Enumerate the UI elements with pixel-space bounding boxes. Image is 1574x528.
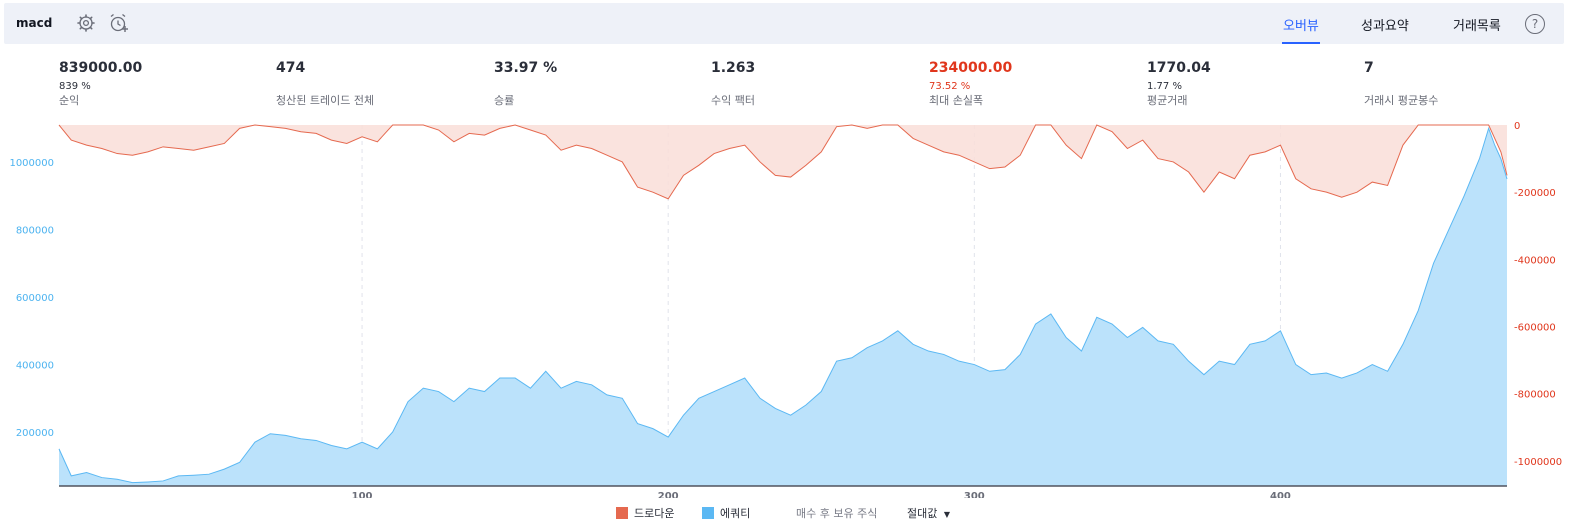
tab-overview[interactable]: 오버뷰	[1282, 15, 1320, 44]
legend-drawdown[interactable]: 드로다운	[616, 506, 674, 522]
x-tick-label: 200	[658, 491, 679, 498]
stat-value: 33.97 %	[494, 60, 558, 76]
tab-performance-summary[interactable]: 성과요약	[1361, 19, 1409, 34]
add-alert-clock-icon[interactable]	[108, 12, 130, 34]
right-axis-label: 0	[1514, 121, 1520, 132]
legend-equity-label: 에쿼티	[720, 507, 751, 520]
help-icon[interactable]: ?	[1525, 14, 1545, 34]
stat-win-rate: 33.97 % 승률	[494, 58, 694, 108]
right-axis-label: -400000	[1514, 255, 1556, 266]
left-axis-label: 200000	[16, 428, 54, 439]
stat-value: 474	[276, 60, 306, 76]
stat-sub	[1364, 80, 1564, 93]
x-tick-label: 300	[964, 491, 985, 498]
stat-net-profit: 839000.00 839 % 순익	[59, 58, 259, 108]
stat-label: 수익 팩터	[711, 94, 755, 107]
equity-swatch	[702, 507, 714, 519]
left-axis-label: 1000000	[9, 158, 54, 169]
absolute-value-dropdown[interactable]: 절대값 ▼	[907, 506, 950, 522]
drawdown-line	[58, 124, 1508, 200]
stat-label: 거래시 평균봉수	[1364, 94, 1439, 107]
stat-sub: 73.52 %	[929, 81, 971, 92]
legend-buy-hold-label: 매수 후 보유 주식	[796, 507, 878, 520]
stat-value: 1770.04	[1147, 60, 1211, 76]
stat-sub	[711, 80, 911, 93]
drawdown-swatch	[616, 507, 628, 519]
stat-label: 평균거래	[1147, 94, 1188, 107]
right-axis-label: -1000000	[1514, 457, 1562, 468]
strategy-name: macd	[16, 16, 53, 30]
stat-avg-trade: 1770.04 1.77 % 평균거래	[1147, 58, 1347, 108]
drawdown-area	[59, 125, 1507, 199]
right-axis-label: -200000	[1514, 188, 1556, 199]
stat-value: 234000.00	[929, 60, 1013, 76]
stat-label: 최대 손실폭	[929, 94, 984, 107]
equity-drawdown-chart[interactable]: 100 200 300 400 200000 400000 600000 800000 1000…	[0, 118, 1574, 498]
equity-line	[58, 126, 1508, 484]
stat-value: 7	[1364, 60, 1374, 76]
chevron-down-icon: ▼	[943, 510, 951, 519]
stat-value: 839000.00	[59, 60, 143, 76]
stat-total-closed-trades: 474 청산된 트레이드 전체	[276, 58, 476, 108]
stat-sub	[494, 80, 694, 93]
tab-trade-list[interactable]: 거래목록	[1453, 19, 1501, 34]
stat-sub	[276, 80, 476, 93]
x-tick-label: 100	[352, 491, 373, 498]
left-axis-label: 600000	[16, 293, 54, 304]
left-axis-label: 800000	[16, 226, 54, 237]
x-tick-label: 400	[1270, 491, 1291, 498]
stat-label: 승률	[494, 94, 515, 107]
tab-overview-label: 오버뷰	[1283, 19, 1319, 34]
stat-profit-factor: 1.263 수익 팩터	[711, 58, 911, 108]
absolute-value-label: 절대값	[907, 507, 938, 520]
active-tab-indicator	[1282, 42, 1320, 44]
equity-area	[59, 128, 1507, 486]
right-axis-label: -600000	[1514, 322, 1556, 333]
stat-sub: 839 %	[59, 81, 91, 92]
stat-label: 순익	[59, 94, 80, 107]
stat-max-drawdown: 234000.00 73.52 % 최대 손실폭	[929, 58, 1129, 108]
right-axis-label: -800000	[1514, 390, 1556, 401]
stat-label: 청산된 트레이드 전체	[276, 94, 375, 107]
left-axis-label: 400000	[16, 361, 54, 372]
legend-equity[interactable]: 에쿼티	[702, 506, 750, 522]
legend-buy-hold[interactable]: 매수 후 보유 주식	[796, 506, 877, 522]
stat-sub: 1.77 %	[1147, 81, 1182, 92]
settings-gear-icon[interactable]	[75, 12, 97, 34]
stat-value: 1.263	[711, 60, 756, 76]
legend-drawdown-label: 드로다운	[634, 507, 675, 520]
strategy-tester-toolbar: macd 오버뷰 성과요약 거래목록 ?	[4, 3, 1564, 44]
stat-avg-bars-in-trade: 7 거래시 평균봉수	[1364, 58, 1564, 108]
